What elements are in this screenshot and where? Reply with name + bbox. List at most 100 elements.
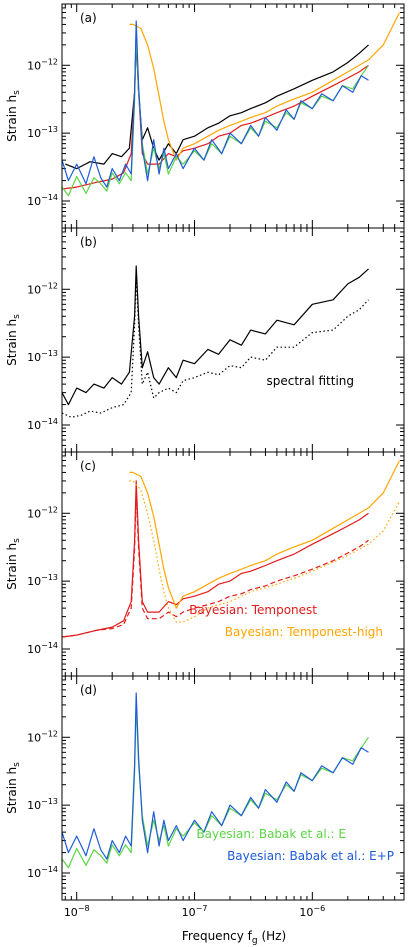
series-line-2 <box>62 692 369 860</box>
x-axis-label-sub: g <box>252 936 258 946</box>
y-axis-label-main: Strain h <box>5 95 19 142</box>
y-axis-label-main: Strain h <box>5 319 19 366</box>
series-line-1 <box>62 704 369 869</box>
y-axis-label-sub: s <box>12 314 22 319</box>
plot-frame <box>61 227 405 453</box>
series-line-4 <box>129 480 401 623</box>
series-line-1 <box>62 480 369 638</box>
x-tick-label-exp: −8 <box>78 904 90 913</box>
series-line-2 <box>62 32 369 190</box>
y-tick-label: 10−14 <box>27 417 58 432</box>
y-axis-label-sub: s <box>12 762 22 767</box>
series-line-3 <box>129 12 401 161</box>
series-group <box>62 265 369 418</box>
y-tick-label-base: 10 <box>27 283 41 296</box>
y-tick-label-base: 10 <box>27 731 41 744</box>
y-axis-label-sub: s <box>12 538 22 543</box>
x-axis-label: Frequency fg (Hz) <box>182 929 286 946</box>
y-tick-label-exp: −13 <box>41 349 58 358</box>
annotation: Bayesian: Babak et al.: E+P <box>227 849 394 863</box>
series-group <box>62 692 369 869</box>
y-tick-label: 10−13 <box>27 573 58 588</box>
plot-frame <box>61 451 405 677</box>
ticks <box>62 451 405 677</box>
y-tick-label: 10−12 <box>27 57 58 72</box>
ticks <box>62 3 405 229</box>
plot-frame <box>61 675 405 901</box>
y-tick-label-base: 10 <box>27 59 41 72</box>
x-tick-label-base: 10 <box>182 906 196 919</box>
y-tick-label-exp: −13 <box>41 125 58 134</box>
series-line-2 <box>62 492 369 638</box>
y-tick-label: 10−14 <box>27 641 58 656</box>
y-tick-label-exp: −12 <box>41 281 58 290</box>
y-tick-label-exp: −14 <box>41 641 58 650</box>
y-tick-label-base: 10 <box>27 195 41 208</box>
y-tick-label: 10−12 <box>27 281 58 296</box>
panel-label: (d) <box>80 683 97 697</box>
x-tick-label: 10−8 <box>64 904 90 919</box>
series-group <box>62 12 401 197</box>
series-line-1 <box>62 265 369 406</box>
y-tick-label-exp: −14 <box>41 865 58 874</box>
y-axis-label: Strain hs <box>5 90 22 142</box>
y-axis-label: Strain hs <box>5 538 22 590</box>
y-tick-label: 10−13 <box>27 797 58 812</box>
y-tick-label: 10−13 <box>27 125 58 140</box>
y-axis-label-main: Strain h <box>5 543 19 590</box>
series-line-2 <box>62 276 369 418</box>
y-tick-label: 10−13 <box>27 349 58 364</box>
x-tick-label-base: 10 <box>299 906 313 919</box>
y-tick-label: 10−14 <box>27 193 58 208</box>
y-axis-label-sub: s <box>12 90 22 95</box>
panel-label: (c) <box>80 459 96 473</box>
series-line-4 <box>62 32 369 197</box>
ticks <box>62 227 405 453</box>
y-tick-label-exp: −13 <box>41 573 58 582</box>
y-tick-label-base: 10 <box>27 643 41 656</box>
y-tick-label-base: 10 <box>27 867 41 880</box>
annotation: spectral fitting <box>266 374 354 388</box>
y-tick-label-exp: −12 <box>41 729 58 738</box>
y-tick-label-exp: −14 <box>41 193 58 202</box>
x-tick-label: 10−6 <box>299 904 325 919</box>
y-tick-label-base: 10 <box>27 127 41 140</box>
y-tick-label-exp: −12 <box>41 57 58 66</box>
series-line-5 <box>62 20 369 188</box>
y-axis-label: Strain hs <box>5 314 22 366</box>
x-tick-label: 10−7 <box>182 904 208 919</box>
x-tick-label-base: 10 <box>64 906 78 919</box>
x-tick-label-exp: −7 <box>196 904 208 913</box>
y-tick-label: 10−14 <box>27 865 58 880</box>
annotation: Bayesian: Temponest <box>189 603 317 617</box>
y-tick-label-base: 10 <box>27 507 41 520</box>
panel-label: (b) <box>80 235 97 249</box>
y-tick-label: 10−12 <box>27 729 58 744</box>
ticks <box>62 675 405 901</box>
y-tick-label-base: 10 <box>27 419 41 432</box>
series-line-3 <box>129 460 401 609</box>
annotation: Bayesian: Babak et al.: E <box>196 827 346 841</box>
y-tick-label-exp: −13 <box>41 797 58 806</box>
y-axis-label: Strain hs <box>5 762 22 814</box>
y-tick-label-base: 10 <box>27 351 41 364</box>
annotation: Bayesian: Temponest-high <box>225 625 383 639</box>
panel-label: (a) <box>80 11 97 25</box>
plot-frame <box>61 3 405 229</box>
y-axis-label-main: Strain h <box>5 767 19 814</box>
y-tick-label-base: 10 <box>27 799 41 812</box>
series-group <box>62 460 401 638</box>
x-axis-label-main: Frequency f <box>182 929 253 943</box>
y-tick-label-exp: −14 <box>41 417 58 426</box>
y-tick-label-base: 10 <box>27 575 41 588</box>
x-tick-label-exp: −6 <box>313 904 325 913</box>
y-tick-label-exp: −12 <box>41 505 58 514</box>
y-tick-label: 10−12 <box>27 505 58 520</box>
x-axis-label-unit: (Hz) <box>258 929 287 943</box>
